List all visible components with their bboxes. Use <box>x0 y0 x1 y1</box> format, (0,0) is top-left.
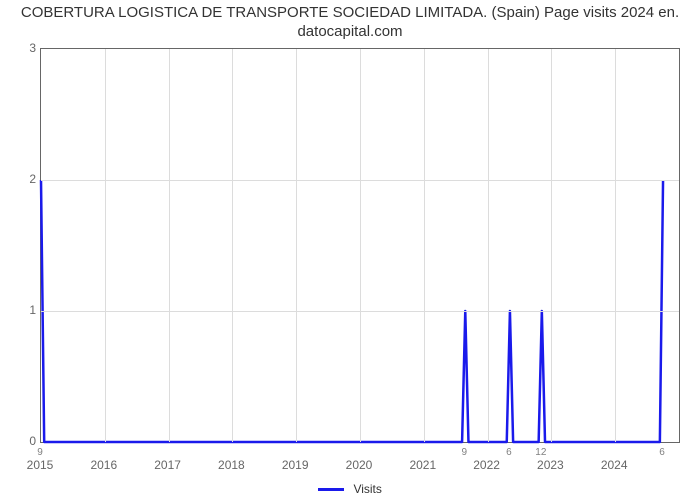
xtick-year-label: 2018 <box>218 458 245 472</box>
gridline-v <box>360 49 361 442</box>
ytick-label: 3 <box>20 41 36 55</box>
chart-title-line1: COBERTURA LOGISTICA DE TRANSPORTE SOCIED… <box>21 4 679 21</box>
legend-label: Visits <box>353 482 381 496</box>
gridline-v <box>551 49 552 442</box>
gridline-v <box>169 49 170 442</box>
xtick-minor-label: 6 <box>659 447 665 458</box>
ytick-label: 1 <box>20 303 36 317</box>
xtick-year-label: 2020 <box>346 458 373 472</box>
xtick-year-label: 2023 <box>537 458 564 472</box>
ytick-label: 2 <box>20 172 36 186</box>
ytick-label: 0 <box>20 434 36 448</box>
xtick-year-label: 2021 <box>409 458 436 472</box>
xtick-minor-label: 6 <box>506 447 512 458</box>
legend: Visits <box>0 481 700 496</box>
xtick-year-label: 2015 <box>27 458 54 472</box>
xtick-year-label: 2016 <box>90 458 117 472</box>
legend-color-chip <box>318 488 344 491</box>
xtick-year-label: 2017 <box>154 458 181 472</box>
xtick-year-label: 2019 <box>282 458 309 472</box>
xtick-minor-label: 9 <box>461 447 467 458</box>
gridline-v <box>488 49 489 442</box>
gridline-v <box>615 49 616 442</box>
plot-area <box>40 48 680 443</box>
gridline-v <box>296 49 297 442</box>
gridline-v <box>424 49 425 442</box>
chart-title-line2: datocapital.com <box>297 23 402 40</box>
xtick-minor-label: 12 <box>535 447 546 458</box>
xtick-year-label: 2024 <box>601 458 628 472</box>
chart-title: COBERTURA LOGISTICA DE TRANSPORTE SOCIED… <box>0 4 700 42</box>
xtick-year-label: 2022 <box>473 458 500 472</box>
visits-line-chart: COBERTURA LOGISTICA DE TRANSPORTE SOCIED… <box>0 0 700 500</box>
gridline-v <box>232 49 233 442</box>
gridline-v <box>105 49 106 442</box>
xtick-minor-label: 9 <box>37 447 43 458</box>
